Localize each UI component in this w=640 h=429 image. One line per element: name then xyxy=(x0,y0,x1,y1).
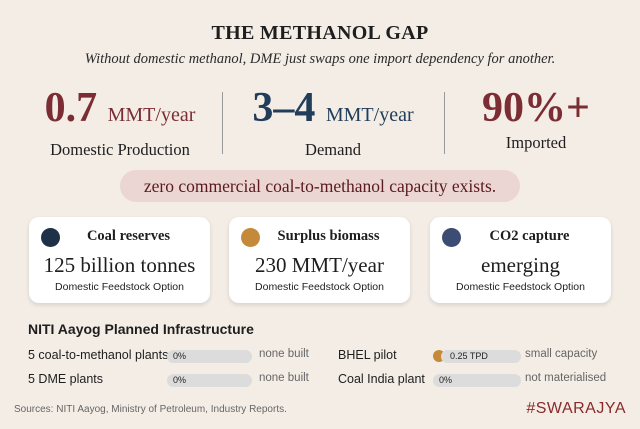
stat-label: Imported xyxy=(505,133,567,152)
stats-row: 0.7 MMT/year Domestic Production 3–4 MMT… xyxy=(0,85,640,159)
coal-dot-icon xyxy=(41,228,60,247)
card-note: Domestic Feedstock Option xyxy=(55,281,184,293)
progress-text: 0% xyxy=(439,375,453,385)
card-note: Domestic Feedstock Option xyxy=(255,281,384,293)
row-note: not materialised xyxy=(525,372,607,384)
stat-value-line: 3–4 MMT/year xyxy=(222,85,444,138)
card-value: emerging xyxy=(481,253,560,277)
progress-bar: 0% xyxy=(167,350,252,363)
feedstock-card-biomass: Surplus biomass 230 MMT/year Domestic Fe… xyxy=(229,217,410,303)
page-title: THE METHANOL GAP xyxy=(211,22,429,44)
capacity-banner: zero commercial coal-to-methanol capacit… xyxy=(120,170,520,202)
card-title: CO2 capture xyxy=(489,228,570,244)
card-title: Surplus biomass xyxy=(277,228,380,244)
stat-unit: MMT/year xyxy=(107,104,196,126)
stat-value: 90%+ xyxy=(482,85,590,131)
brand-hashtag: #SWARAJYA xyxy=(526,400,626,417)
stat-value-line: 90%+ xyxy=(446,85,626,131)
sources-note: Sources: NITI Aayog, Ministry of Petrole… xyxy=(14,404,287,415)
stat-unit: MMT/year xyxy=(325,104,414,126)
stat-value: 3–4 xyxy=(252,85,316,131)
stat-divider xyxy=(444,92,445,154)
progress-bar: 0% xyxy=(433,374,521,387)
infra-row-dme: 5 DME plants 0% none built xyxy=(28,372,318,388)
page-subtitle: Without domestic methanol, DME just swap… xyxy=(84,51,556,67)
stat-value-line: 0.7 MMT/year xyxy=(20,85,220,138)
row-label: BHEL pilot xyxy=(338,348,397,362)
infra-row-bhel-pilot: BHEL pilot 0.25 TPD small capacity xyxy=(338,348,628,364)
row-label: 5 DME plants xyxy=(28,372,104,386)
row-note: small capacity xyxy=(525,348,598,360)
card-value: 125 billion tonnes xyxy=(43,253,196,277)
stat-imported: 90%+ Imported xyxy=(446,85,626,153)
infra-row-coal-to-methanol: 5 coal-to-methanol plants 0% none built xyxy=(28,348,318,364)
feedstock-card-coal: Coal reserves 125 billion tonnes Domesti… xyxy=(29,217,210,303)
row-label: Coal India plant xyxy=(338,372,425,386)
row-note: none built xyxy=(259,348,309,360)
biomass-dot-icon xyxy=(241,228,260,247)
row-label: 5 coal-to-methanol plants xyxy=(28,348,169,362)
card-title: Coal reserves xyxy=(86,228,171,244)
stat-domestic-production: 0.7 MMT/year Domestic Production xyxy=(20,85,220,160)
progress-text: 0% xyxy=(173,351,187,361)
stat-label: Domestic Production xyxy=(50,140,190,159)
card-value: 230 MMT/year xyxy=(255,253,384,277)
infra-row-coal-india: Coal India plant 0% not materialised xyxy=(338,372,628,388)
progress-text: 0% xyxy=(173,375,187,385)
infrastructure-title: NITI Aayog Planned Infrastructure xyxy=(28,321,254,337)
stat-value: 0.7 xyxy=(44,85,98,131)
feedstock-card-co2: CO2 capture emerging Domestic Feedstock … xyxy=(430,217,611,303)
row-note: none built xyxy=(259,372,309,384)
stat-demand: 3–4 MMT/year Demand xyxy=(222,85,444,160)
progress-bar: 0.25 TPD xyxy=(441,350,521,363)
stat-divider xyxy=(222,92,223,154)
stat-label: Demand xyxy=(305,140,361,159)
co2-dot-icon xyxy=(442,228,461,247)
progress-text: 0.25 TPD xyxy=(450,351,488,361)
card-note: Domestic Feedstock Option xyxy=(456,281,585,293)
progress-bar: 0% xyxy=(167,374,252,387)
